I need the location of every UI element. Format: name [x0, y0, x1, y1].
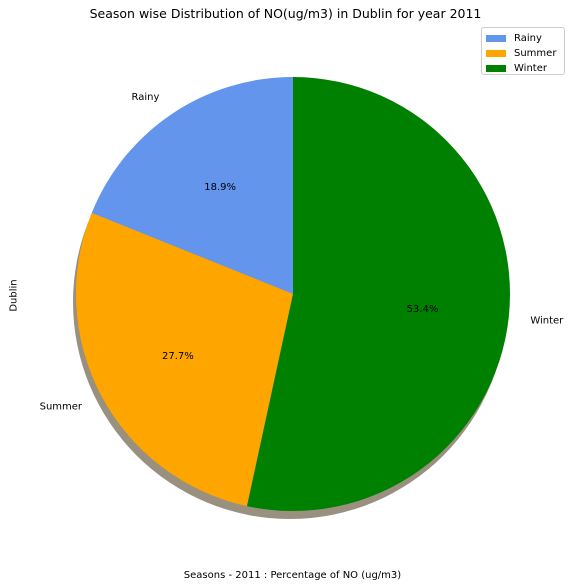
legend-entry-winter: Winter [486, 61, 564, 76]
pie-slice-summer [76, 212, 293, 507]
slice-percent-label-summer: 27.7% [162, 351, 194, 362]
legend-swatch-summer [486, 50, 506, 57]
legend-label-rainy: Rainy [514, 33, 542, 44]
y-axis-label: Dublin [8, 279, 20, 312]
slice-category-label-rainy: Rainy [132, 92, 160, 103]
x-axis-label: Seasons - 2011 : Percentage of NO (ug/m3… [183, 570, 402, 581]
legend-swatch-rainy [486, 35, 506, 42]
legend: Rainy Summer Winter [481, 27, 565, 75]
slice-percent-label-rainy: 18.9% [204, 182, 236, 193]
slice-category-label-summer: Summer [40, 402, 83, 413]
legend-swatch-winter [486, 65, 506, 72]
pie-slice-winter [246, 77, 511, 511]
chart-title: Season wise Distribution of NO(ug/m3) in… [89, 6, 482, 21]
legend-label-winter: Winter [514, 63, 547, 74]
pie-labels: 18.9% Rainy 27.7% Summer 53.4% Winter [40, 92, 565, 413]
slice-percent-label-winter: 53.4% [407, 304, 439, 315]
slice-category-label-winter: Winter [530, 315, 564, 326]
pie-slices [76, 77, 511, 511]
pie-slice-rainy [91, 77, 293, 294]
legend-entry-summer: Summer [486, 46, 564, 61]
legend-label-summer: Summer [514, 48, 557, 59]
legend-entry-rainy: Rainy [486, 31, 564, 46]
